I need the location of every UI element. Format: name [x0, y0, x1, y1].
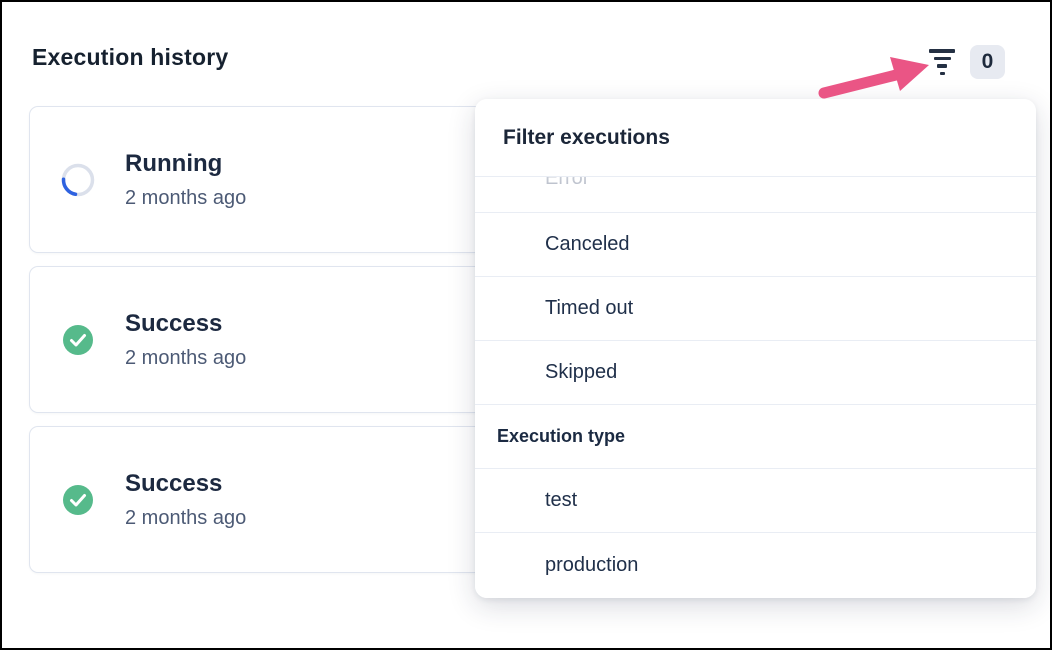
- execution-time: 2 months ago: [125, 186, 247, 209]
- execution-card-text: Success 2 months ago: [125, 310, 246, 370]
- execution-time: 2 months ago: [125, 346, 247, 369]
- page-title: Execution history: [32, 44, 229, 70]
- execution-card-text: Success 2 months ago: [125, 470, 246, 530]
- execution-time: 2 months ago: [125, 506, 247, 529]
- menu-item-skipped[interactable]: Skipped: [475, 341, 1036, 405]
- menu-item-label: Error: [545, 177, 590, 189]
- execution-card-text: Running 2 months ago: [125, 150, 246, 210]
- execution-status: Success: [125, 469, 223, 497]
- menu-item-test[interactable]: test: [475, 469, 1036, 533]
- check-circle-icon: [63, 484, 93, 515]
- filter-button[interactable]: [926, 46, 958, 78]
- annotation-arrow-icon: [818, 57, 929, 99]
- filter-executions-menu: Filter executions Error Canceled Timed o…: [475, 99, 1036, 598]
- filter-count-badge: 0: [970, 45, 1005, 79]
- menu-item-timed-out[interactable]: Timed out: [475, 277, 1036, 341]
- filter-menu-title: Filter executions: [475, 99, 1036, 177]
- execution-status: Running: [125, 149, 223, 177]
- menu-item-error[interactable]: Error: [475, 177, 1036, 213]
- spinner-icon: [61, 163, 95, 196]
- menu-section-execution-type: Execution type: [475, 405, 1036, 469]
- menu-item-production[interactable]: production: [475, 533, 1036, 598]
- menu-item-canceled[interactable]: Canceled: [475, 213, 1036, 277]
- check-circle-icon: [63, 324, 93, 355]
- execution-status: Success: [125, 309, 223, 337]
